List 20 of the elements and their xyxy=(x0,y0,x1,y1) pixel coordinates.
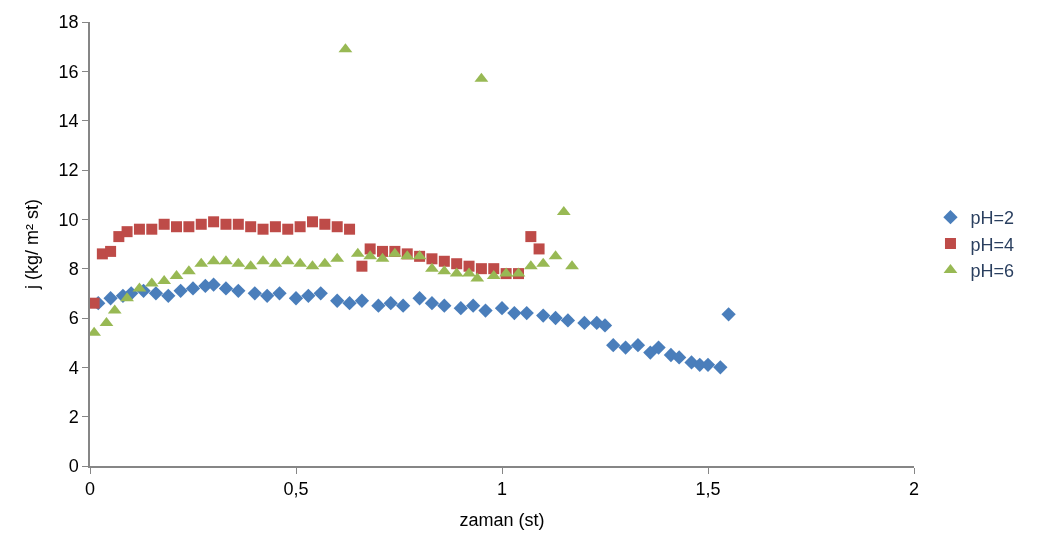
y-tick-label: 18 xyxy=(58,12,79,33)
x-tick-label: 1 xyxy=(496,479,508,500)
x-axis-title: zaman (st) xyxy=(459,509,545,530)
y-tick-label: 12 xyxy=(58,160,79,181)
y-tick-label: 14 xyxy=(58,110,79,131)
x-tick-label: 2 xyxy=(908,479,920,500)
y-tick-label: 10 xyxy=(58,209,79,230)
y-tick-label: 6 xyxy=(68,308,79,329)
x-tick-label: 1,5 xyxy=(695,479,721,500)
y-tick-label: 0 xyxy=(68,456,79,477)
legend-label: pH=4 xyxy=(970,234,1015,255)
y-tick-label: 4 xyxy=(68,357,79,378)
y-tick-label: 8 xyxy=(68,258,79,279)
x-tick-label: 0,5 xyxy=(283,479,309,500)
legend-label: pH=2 xyxy=(970,208,1015,229)
y-tick-label: 16 xyxy=(58,61,79,82)
x-tick-label: 0 xyxy=(84,479,96,500)
legend-label: pH=6 xyxy=(970,261,1015,282)
y-axis-title: j (kg/ m² st) xyxy=(22,199,43,290)
y-tick-label: 2 xyxy=(68,406,79,427)
